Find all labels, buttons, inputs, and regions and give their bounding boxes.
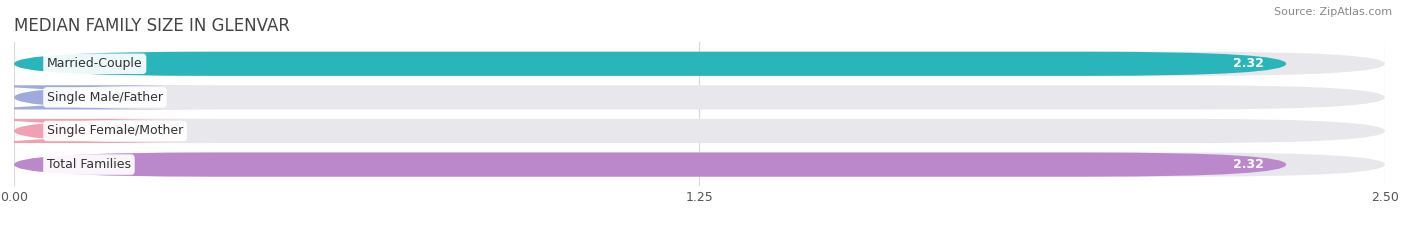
Text: MEDIAN FAMILY SIZE IN GLENVAR: MEDIAN FAMILY SIZE IN GLENVAR	[14, 17, 290, 35]
Text: 2.32: 2.32	[1233, 57, 1264, 70]
Text: 2.32: 2.32	[1233, 158, 1264, 171]
Text: Married-Couple: Married-Couple	[46, 57, 142, 70]
FancyBboxPatch shape	[14, 52, 1286, 76]
FancyBboxPatch shape	[14, 152, 1286, 177]
FancyBboxPatch shape	[14, 119, 1385, 143]
Text: 0.00: 0.00	[112, 124, 143, 137]
Text: Single Male/Father: Single Male/Father	[46, 91, 163, 104]
Text: Total Families: Total Families	[46, 158, 131, 171]
Text: Single Female/Mother: Single Female/Mother	[46, 124, 183, 137]
FancyBboxPatch shape	[14, 152, 1385, 177]
Text: Source: ZipAtlas.com: Source: ZipAtlas.com	[1274, 7, 1392, 17]
FancyBboxPatch shape	[14, 85, 1385, 110]
FancyBboxPatch shape	[0, 85, 211, 110]
FancyBboxPatch shape	[0, 119, 211, 143]
FancyBboxPatch shape	[14, 52, 1385, 76]
Text: 0.00: 0.00	[112, 91, 143, 104]
